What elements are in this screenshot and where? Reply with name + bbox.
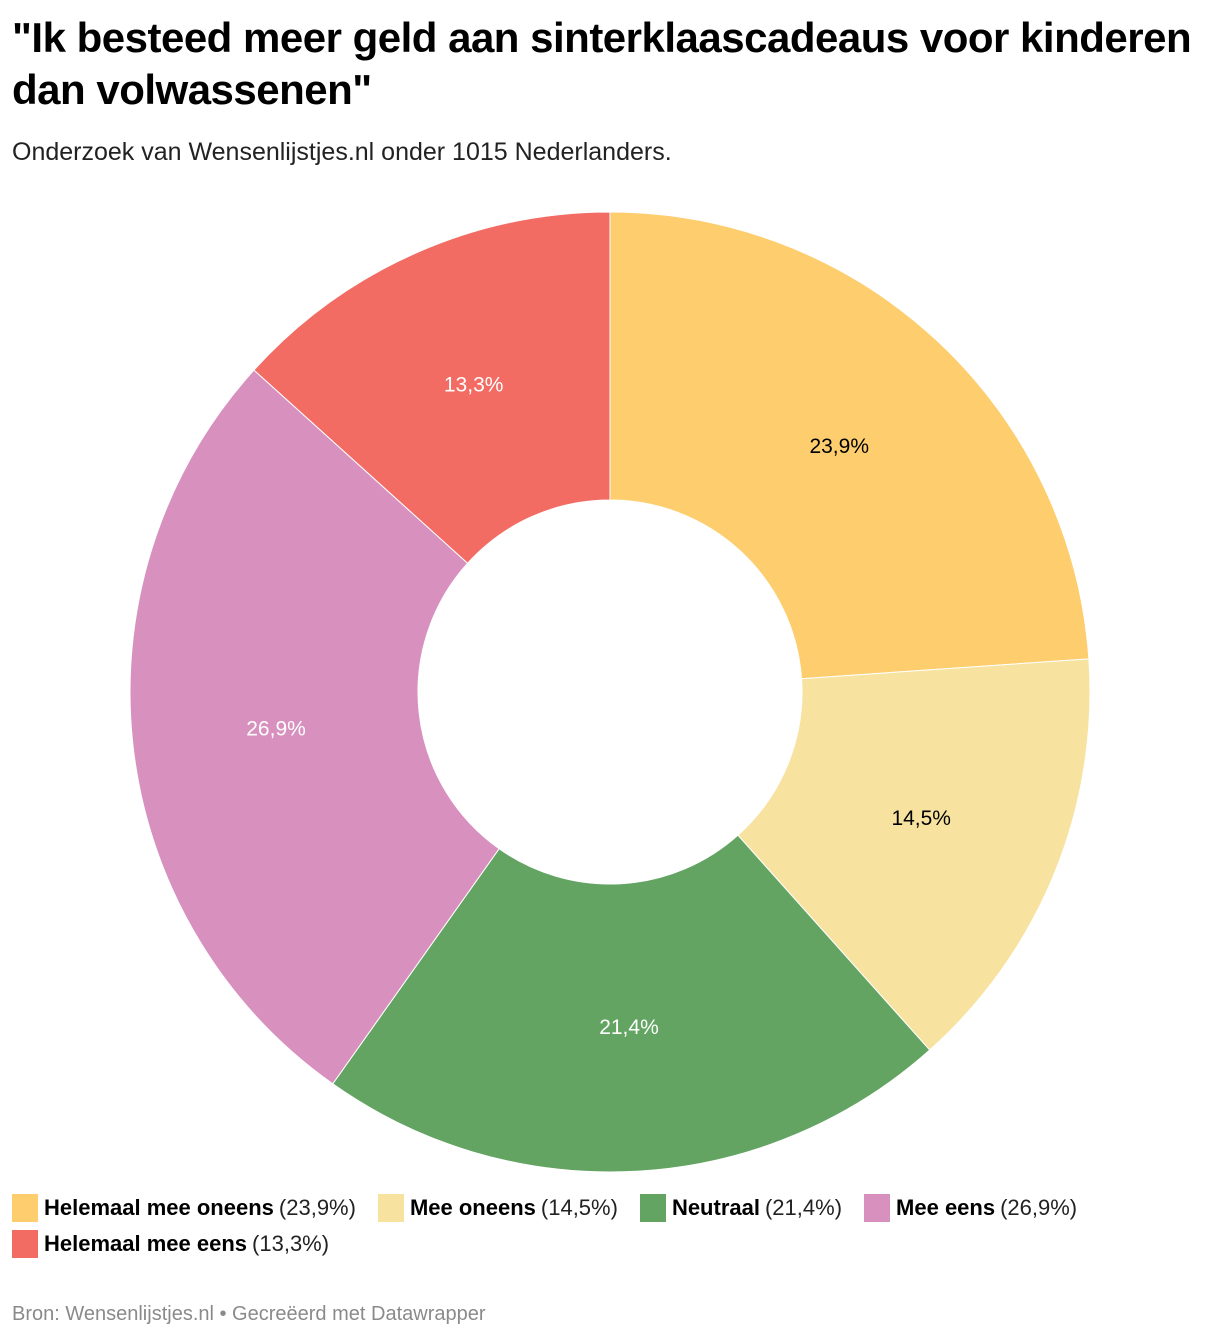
legend-item-mee-oneens: Mee oneens (14,5%)	[377, 1194, 618, 1222]
legend-swatch	[12, 1194, 38, 1222]
donut-slice-mee-oneens	[737, 658, 1091, 1051]
donut-slice-helemaal-mee-eens	[253, 211, 611, 564]
slice-value-label: 21,4%	[599, 1016, 659, 1039]
slice-value-label: 23,9%	[809, 435, 869, 458]
slice-value-label: 14,5%	[891, 807, 951, 830]
legend-label: Mee eens	[896, 1195, 996, 1220]
legend-value: (14,5%)	[540, 1195, 618, 1220]
legend-item-helemaal-mee-eens: Helemaal mee eens (13,3%)	[12, 1230, 329, 1258]
slice-value-label: 13,3%	[444, 373, 504, 396]
chart-title: "Ik besteed meer geld aan sinterklaascad…	[12, 14, 1192, 113]
legend-swatch	[864, 1194, 891, 1222]
slice-value-label: 26,9%	[246, 717, 306, 740]
legend-value: (21,4%)	[764, 1195, 843, 1220]
legend-item-helemaal-mee-oneens: Helemaal mee oneens (23,9%)	[12, 1194, 356, 1222]
donut-chart: 23,9% 14,5% 21,4% 26,9% 13,3%	[0, 190, 1220, 1190]
legend-value: (13,3%)	[252, 1231, 330, 1256]
donut-slice-mee-eens	[129, 369, 500, 1085]
legend-label: Helemaal mee oneens	[44, 1195, 274, 1220]
legend-label: Neutraal	[671, 1195, 760, 1220]
legend-label: Helemaal mee eens	[44, 1231, 248, 1256]
chart-subtitle: Onderzoek van Wensenlijstjes.nl onder 10…	[12, 138, 672, 166]
legend-value: (23,9%)	[278, 1195, 356, 1220]
donut-slice-helemaal-mee-oneens	[609, 211, 1090, 680]
legend: Helemaal mee oneens (23,9%) Mee oneens (…	[12, 1194, 1212, 1258]
donut-svg: 23,9% 14,5% 21,4% 26,9% 13,3%	[129, 211, 1091, 1173]
legend-swatch	[12, 1230, 38, 1258]
legend-swatch	[377, 1194, 404, 1222]
donut-slice-neutraal	[332, 834, 931, 1173]
legend-item-neutraal: Neutraal (21,4%)	[639, 1194, 843, 1222]
legend-swatch	[639, 1194, 666, 1222]
legend-value: (26,9%)	[1000, 1195, 1078, 1220]
legend-item-mee-eens: Mee eens (26,9%)	[864, 1194, 1077, 1222]
source-footer: Bron: Wensenlijstjes.nl • Gecreëerd met …	[12, 1303, 486, 1325]
legend-label: Mee oneens	[409, 1195, 536, 1220]
